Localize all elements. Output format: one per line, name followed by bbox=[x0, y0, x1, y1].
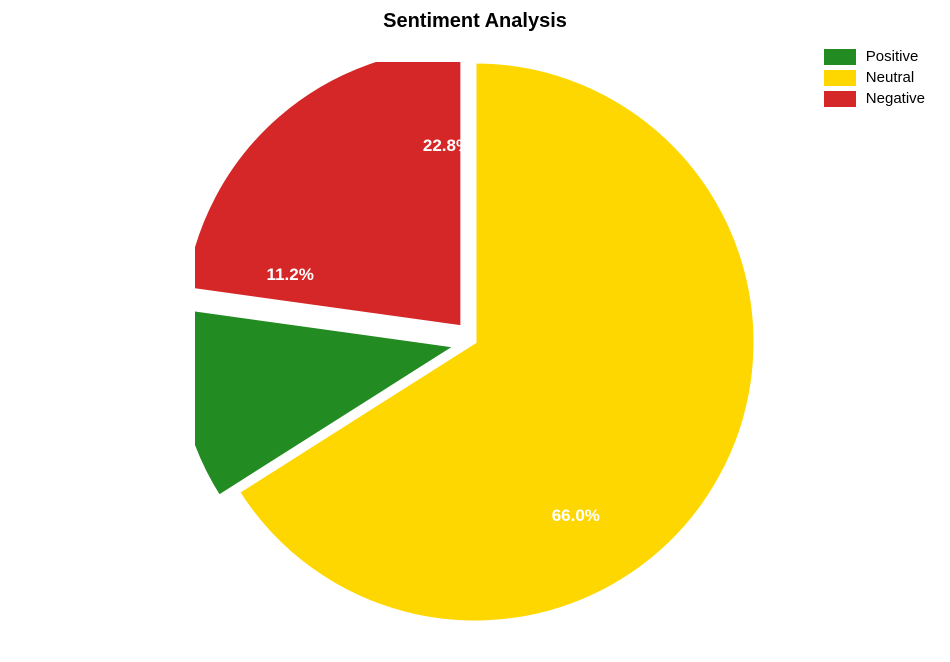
legend-swatch bbox=[824, 91, 856, 107]
legend-label: Neutral bbox=[866, 69, 914, 86]
legend-swatch bbox=[824, 70, 856, 86]
pie-chart: 66.0% 11.2% 22.8% bbox=[195, 62, 755, 622]
slice-label-positive: 11.2% bbox=[267, 265, 314, 285]
legend-item-neutral: Neutral bbox=[824, 69, 925, 86]
chart-title: Sentiment Analysis bbox=[0, 10, 950, 33]
pie-svg bbox=[195, 62, 755, 622]
slice-label-negative: 22.8% bbox=[423, 136, 471, 156]
legend-label: Negative bbox=[866, 90, 925, 107]
legend-item-positive: Positive bbox=[824, 48, 925, 65]
legend-item-negative: Negative bbox=[824, 90, 925, 107]
legend-swatch bbox=[824, 49, 856, 65]
legend: Positive Neutral Negative bbox=[824, 48, 925, 111]
slice-label-neutral: 66.0% bbox=[552, 506, 600, 526]
legend-label: Positive bbox=[866, 48, 919, 65]
pie-slice-negative bbox=[195, 62, 462, 327]
